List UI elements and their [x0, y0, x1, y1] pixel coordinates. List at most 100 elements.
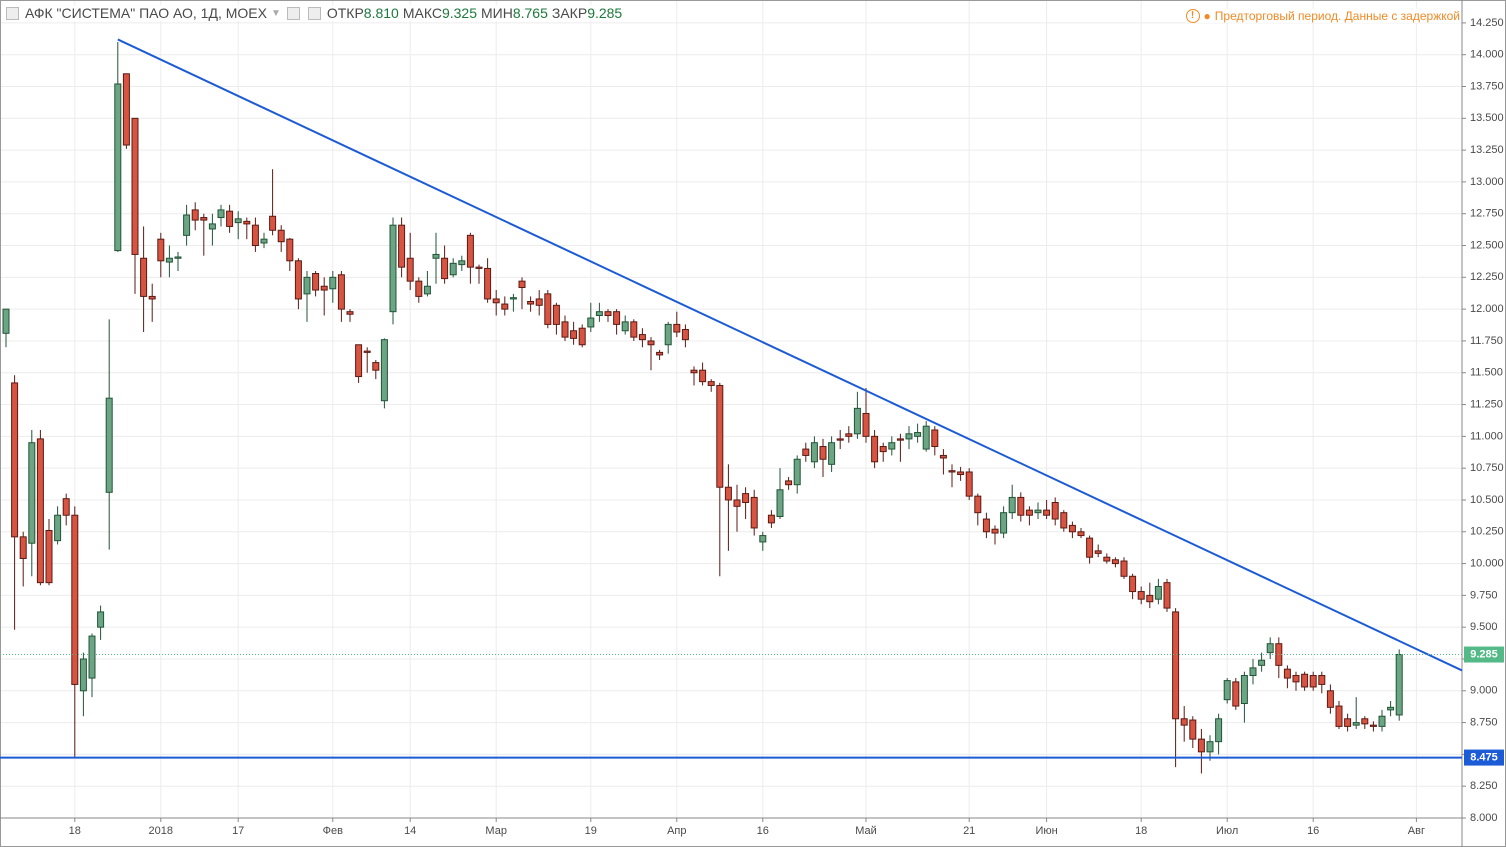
candle-body [733, 499, 741, 507]
candle-body [62, 498, 70, 516]
candle-body [836, 438, 844, 441]
x-tick-label: Апр [667, 825, 686, 837]
candle-body [957, 471, 965, 476]
icon [6, 6, 19, 20]
stat-name: ЗАКР [551, 5, 588, 21]
candle-body [1292, 675, 1300, 683]
candle-body [561, 321, 569, 338]
candle-body [767, 514, 775, 524]
candle-body [1249, 667, 1257, 677]
candle-body [638, 334, 646, 341]
stat-name: МАКС [402, 5, 442, 21]
candle-body [1197, 738, 1205, 753]
candle-body [174, 256, 182, 259]
candle-body [441, 257, 449, 280]
y-tick-label: 11.250 [1470, 398, 1503, 410]
x-tick-label: 17 [232, 825, 244, 837]
candle-body [148, 295, 156, 300]
candle-body [484, 267, 492, 300]
y-tick-label: 14.250 [1470, 17, 1504, 29]
stat-name: МИН [481, 5, 513, 21]
trend-line [117, 38, 1463, 672]
candle-body [922, 425, 930, 450]
candle-body [1103, 556, 1111, 562]
candle-body [337, 274, 345, 310]
candle-body [398, 224, 406, 268]
candle-body [595, 311, 603, 316]
candle-body [1086, 537, 1094, 558]
candle-body [423, 285, 431, 295]
x-tick-label: 18 [69, 825, 81, 837]
y-tick-label: 13.250 [1470, 144, 1504, 156]
candle-body [466, 234, 474, 268]
candle-body [165, 257, 173, 263]
candle-body [312, 273, 320, 291]
x-tick-label: 19 [585, 825, 597, 837]
candle-body [320, 285, 328, 291]
stat-value: 8.810 [363, 5, 399, 21]
candle-body [1034, 509, 1042, 514]
y-tick-label: 8.250 [1470, 780, 1498, 792]
notice-text: Предторговый период. Данные с задержкой [1214, 9, 1460, 23]
candle-body [647, 340, 655, 346]
candle-body [234, 218, 242, 224]
y-tick-label: 13.000 [1470, 176, 1504, 188]
candle-body [475, 266, 483, 269]
icon[interactable] [286, 6, 300, 20]
candle-body [759, 535, 767, 543]
x-tick-label: Авг [1408, 825, 1425, 837]
candle-body [329, 276, 337, 290]
price-tag [1464, 749, 1504, 766]
y-tick-label: 9.500 [1470, 621, 1498, 633]
header: АФК "СИСТЕМА" ПАО АО, 1Д, МОЕХ ▼ ОТКР8.8… [4, 5, 627, 21]
candle-body [785, 480, 793, 486]
candle-body [1120, 560, 1128, 577]
stat-value: 9.325 [441, 5, 477, 21]
candle-body [131, 117, 139, 255]
candle-body [587, 317, 595, 328]
candle-body [114, 83, 122, 252]
candle-body [544, 293, 552, 325]
y-tick-label: 12.500 [1470, 239, 1504, 251]
x-tick-label: 16 [757, 825, 769, 837]
candle-body [716, 384, 724, 488]
y-tick-label: 8.000 [1470, 812, 1498, 824]
candle-body [54, 514, 62, 542]
x-tick-label: 18 [1135, 825, 1147, 837]
candle-body [707, 381, 715, 386]
candle-body [2, 308, 10, 334]
candle-body [1043, 509, 1051, 516]
candle-body [140, 257, 148, 297]
candle-body [36, 438, 44, 584]
candle-body [1258, 659, 1266, 666]
candle-body [1378, 715, 1386, 727]
candle-body [45, 529, 53, 584]
icon[interactable] [307, 6, 321, 20]
x-tick-label: Май [855, 825, 877, 837]
candle-body [183, 214, 191, 236]
dropdown-arrow[interactable]: ▼ [270, 7, 281, 19]
y-tick-label: 11.750 [1470, 335, 1503, 347]
candle-body [492, 298, 500, 304]
candle-body [518, 280, 526, 289]
candle-body [294, 260, 302, 300]
candle-body [1180, 718, 1188, 726]
candle-body [604, 311, 612, 316]
candle-body [1387, 706, 1395, 711]
candle-body [810, 442, 818, 463]
candle-body [724, 486, 732, 501]
stats: ОТКР8.810 МАКС9.325 МИН8.765 ЗАКР9.285 [327, 5, 626, 21]
stat-value: 8.765 [512, 5, 548, 21]
candle-body [914, 432, 922, 437]
candle-body [982, 518, 990, 533]
x-tick-label: Июл [1216, 825, 1238, 837]
y-tick-label: 8.750 [1470, 716, 1498, 728]
candle-body [664, 323, 672, 346]
candle-body [449, 262, 457, 276]
candle-body [432, 253, 440, 259]
candle-body [1094, 550, 1102, 554]
candle-body [1077, 531, 1085, 537]
x-tick-label: Фев [323, 825, 343, 837]
candle-body [260, 238, 268, 244]
candle-body [1000, 512, 1008, 534]
